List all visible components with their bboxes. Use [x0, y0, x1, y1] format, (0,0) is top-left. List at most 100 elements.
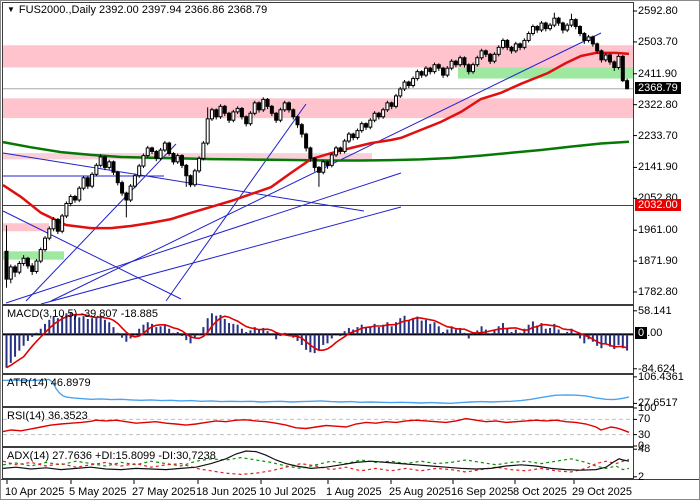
candle-up: [449, 60, 454, 69]
date-label: 16 Sep 2025: [451, 486, 514, 498]
candle-down: [312, 157, 317, 168]
date-label: 29 Oct 2025: [572, 486, 632, 498]
macd-signal-line: [6, 313, 628, 369]
candle-down: [316, 166, 321, 173]
candle-up: [475, 57, 480, 66]
candle-down: [286, 102, 291, 111]
candle-up: [68, 196, 73, 204]
candle-up: [107, 161, 112, 168]
candle-up: [530, 26, 535, 34]
candle-up: [278, 109, 283, 121]
candle-down: [483, 50, 488, 55]
candle-down: [453, 60, 458, 66]
candle-down: [269, 105, 274, 114]
trendline[interactable]: [2, 210, 182, 300]
rsi-axis-label: 100: [638, 402, 657, 414]
candle-up: [201, 142, 206, 159]
trendline[interactable]: [5, 172, 402, 304]
candle-down: [30, 265, 35, 272]
candle-down: [436, 64, 441, 69]
candle-up: [616, 55, 621, 68]
date-label: 10 Jul 2025: [259, 486, 316, 498]
candle-down: [338, 147, 343, 152]
date-label: 18 Jun 2025: [196, 486, 257, 498]
price-zone[interactable]: [3, 223, 49, 232]
candle-up: [445, 67, 450, 76]
trendline[interactable]: [25, 143, 177, 302]
candle-down: [376, 112, 381, 118]
candle-down: [124, 192, 129, 201]
current-price-label: 2368.79: [635, 81, 681, 94]
candle-up: [128, 185, 133, 201]
candle-down: [25, 257, 30, 267]
candle-down: [188, 175, 193, 186]
price-zone[interactable]: [3, 98, 633, 119]
candle-up: [569, 19, 574, 26]
candle-down: [406, 81, 411, 87]
candle-up: [586, 36, 591, 41]
candle-up: [402, 81, 407, 90]
candle-up: [137, 165, 142, 177]
candle-down: [244, 116, 249, 125]
candle-down: [518, 43, 523, 48]
trendline[interactable]: [2, 152, 365, 212]
candle-down: [578, 26, 583, 34]
candle-down: [625, 80, 630, 90]
candle-up: [342, 140, 347, 152]
candle-up: [346, 133, 351, 142]
candle-up: [51, 218, 56, 230]
candle-up: [539, 22, 544, 31]
chart-title-row[interactable]: ▼ FUS2000.,Daily 2392.00 2397.94 2366.86 …: [7, 4, 267, 16]
rsi-axis-label: 0: [638, 440, 645, 452]
candle-down: [111, 161, 116, 173]
price-tick-label: 2233.70: [638, 129, 678, 142]
rsi-panel-label: RSI(14) 36.3523: [7, 410, 88, 422]
candle-up: [94, 164, 99, 175]
date-label: 10 Apr 2025: [5, 486, 65, 498]
price-zone[interactable]: [3, 153, 372, 160]
candle-up: [132, 175, 137, 187]
price-tick-label: 2141.90: [638, 161, 678, 174]
candle-up: [432, 64, 437, 73]
price-tick-label: 2411.90: [638, 67, 677, 80]
candle-down: [620, 55, 625, 82]
candle-up: [43, 237, 48, 251]
candle-down: [612, 61, 617, 68]
candle-down: [428, 67, 433, 73]
candle-up: [500, 39, 505, 48]
candle-up: [81, 177, 86, 189]
candle-down: [85, 177, 90, 187]
candle-down: [308, 147, 313, 159]
candle-down: [55, 218, 60, 232]
candle-up: [359, 123, 364, 132]
candle-down: [556, 17, 561, 24]
candle-up: [145, 147, 150, 157]
candle-up: [565, 24, 570, 31]
candle-down: [488, 53, 493, 62]
candle-up: [60, 215, 65, 232]
price-zone[interactable]: [3, 251, 64, 260]
candle-up: [261, 98, 266, 111]
trendline[interactable]: [165, 103, 307, 302]
candle-up: [368, 119, 373, 128]
candle-up: [197, 157, 202, 172]
trendline[interactable]: [40, 206, 402, 305]
candle-up: [385, 102, 390, 111]
candle-down: [441, 67, 446, 76]
candle-down: [150, 147, 155, 152]
candle-up: [479, 50, 484, 59]
trendline[interactable]: [50, 32, 602, 302]
price-zone[interactable]: [3, 45, 633, 68]
adx-line: [2, 450, 630, 471]
candle-up: [17, 262, 22, 273]
candle-up: [471, 64, 476, 73]
candle-down: [171, 153, 176, 163]
candle-down: [4, 250, 9, 280]
candle-down: [13, 266, 18, 273]
candle-up: [526, 32, 531, 41]
chevron-down-icon[interactable]: ▼: [7, 5, 15, 14]
candle-down: [154, 150, 159, 159]
candle-up: [552, 17, 557, 26]
candle-down: [299, 124, 304, 135]
